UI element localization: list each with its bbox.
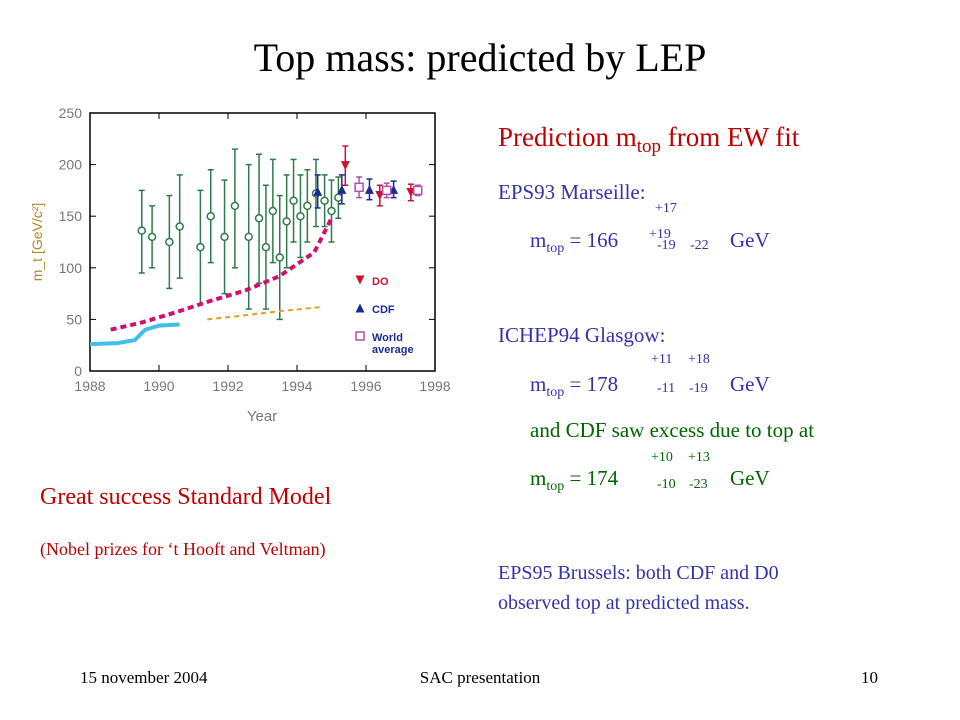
data-point <box>220 232 229 242</box>
data-point <box>275 253 284 262</box>
legend-label: World <box>372 332 403 344</box>
slide-title: Top mass: predicted by LEP <box>253 35 707 80</box>
legend-world-average-marker <box>355 331 365 341</box>
curve-line <box>110 217 334 332</box>
data-point-cdf <box>337 184 347 194</box>
footer-date: 15 november 2004 <box>80 668 208 687</box>
eq3-err-up2: +13 <box>688 450 710 465</box>
eq2-err-up2: +18 <box>688 352 710 367</box>
data-point-world-average <box>354 182 364 193</box>
data-point <box>261 242 271 252</box>
data-point-world-average <box>413 185 423 196</box>
cdf-excess-text: and CDF saw excess due to top at <box>530 418 815 442</box>
eq3: mtop = 174 <box>530 466 619 494</box>
data-point <box>165 237 174 247</box>
data-point <box>230 201 240 211</box>
y-tick-label: 250 <box>59 105 83 121</box>
legend-label: average <box>372 344 414 356</box>
y-tick-label: 200 <box>59 157 83 173</box>
eq2-err-dn1: -11 <box>657 381 676 396</box>
eq1-err-up: +17 <box>655 201 677 216</box>
data-point <box>206 211 215 221</box>
legend-cdf-marker <box>355 303 365 313</box>
legend-label: CDF <box>372 304 395 316</box>
data-point <box>137 226 146 235</box>
y-axis-label: m_t [GeV/c²] <box>29 203 45 282</box>
eq1-err-dn: -19 <box>657 238 676 253</box>
x-tick-label: 1990 <box>143 378 174 394</box>
ichep94-label: ICHEP94 Glasgow: <box>498 323 666 347</box>
data-point <box>254 214 264 223</box>
data-point-cdf <box>313 186 323 196</box>
nobel-prizes-text: (Nobel prizes for ‘t Hooft and Veltman) <box>40 539 326 559</box>
eps95-line1: EPS95 Brussels: both CDF and D0 <box>498 562 779 584</box>
data-point-do <box>340 161 350 171</box>
x-tick-label: 1998 <box>419 378 450 394</box>
data-point <box>327 206 336 216</box>
eps95-line2: observed top at predicted mass. <box>498 592 750 614</box>
prediction-heading: Prediction mtop from EW fit <box>498 122 800 157</box>
data-point <box>320 196 329 205</box>
eq3-err-dn2: -23 <box>689 477 708 492</box>
eq1-err-dn2: -22 <box>690 238 709 253</box>
x-tick-label: 1988 <box>74 378 105 394</box>
x-tick-label: 1994 <box>281 378 312 394</box>
data-point <box>282 217 291 226</box>
data-point-world-average <box>381 185 392 196</box>
legend-label: DO <box>372 276 389 288</box>
eps93-label: EPS93 Marseille: <box>498 180 646 204</box>
data-point-cdf <box>364 184 374 194</box>
data-point <box>196 242 205 252</box>
eq3-err-up1: +10 <box>651 450 673 465</box>
y-tick-label: 50 <box>66 311 82 327</box>
data-point <box>334 193 343 202</box>
top-mass-chart: 1988 1990 1992 1994 1996 1998050100150200250 … <box>29 105 451 425</box>
chart-marks <box>89 145 423 347</box>
eq3-unit: GeV <box>730 466 770 490</box>
x-axis-label: Year <box>247 408 277 425</box>
axis-ticks: 1988 1990 1992 1994 1996 1998 0 50 100 150 200 250 <box>59 105 451 394</box>
eq1-unit: GeV <box>730 228 770 252</box>
footer-event: SAC presentation <box>419 668 541 687</box>
y-tick-label: 100 <box>59 260 83 276</box>
eq3-err-dn1: -10 <box>657 477 676 492</box>
x-tick-label: 1992 <box>212 378 243 394</box>
curve-line <box>207 306 322 321</box>
y-tick-label: 0 <box>74 363 82 379</box>
eq1: mtop = 166 <box>530 228 619 256</box>
eq2-err-dn2: -19 <box>689 381 708 396</box>
eq1-err-up2: +19 <box>649 227 671 242</box>
data-point <box>303 201 312 211</box>
legend-do-marker <box>355 275 365 285</box>
data-point <box>244 232 253 242</box>
data-point <box>147 232 157 242</box>
data-point <box>268 206 278 216</box>
curve-line <box>89 322 180 347</box>
eq2-unit: GeV <box>730 372 770 396</box>
eq2-err-up1: +11 <box>651 352 673 367</box>
data-point <box>296 211 305 221</box>
data-point <box>289 196 298 205</box>
y-tick-label: 150 <box>59 208 83 224</box>
eq2: mtop = 178 <box>530 372 619 400</box>
data-point <box>175 222 184 231</box>
x-tick-label: 1996 <box>350 378 381 394</box>
footer-page-number: 10 <box>861 668 878 687</box>
great-success-text: Great success Standard Model <box>40 484 332 510</box>
